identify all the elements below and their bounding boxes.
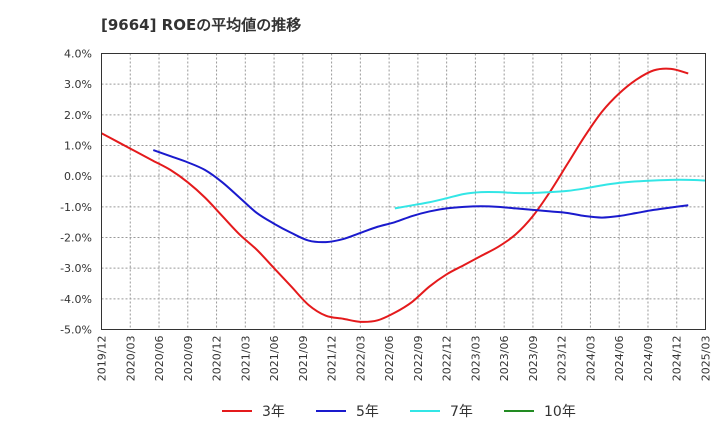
x-tick-label: 2024/09 (642, 336, 655, 382)
legend-label: 3年 (262, 404, 285, 420)
x-tick-label: 2020/12 (211, 336, 224, 382)
chart-legend: 3年 5年 7年 10年 (222, 404, 576, 420)
y-tick-label: 1.0% (64, 140, 92, 153)
chart-series (101, 67, 706, 323)
x-tick-label: 2020/06 (153, 336, 166, 382)
x-tick-label: 2024/03 (584, 336, 597, 382)
y-tick-label: -5.0% (60, 324, 92, 337)
x-tick-label: 2023/03 (469, 336, 482, 382)
chart-grid (101, 53, 706, 330)
y-tick-label: 4.0% (64, 48, 92, 61)
x-tick-label: 2019/12 (96, 336, 109, 382)
x-tick-label: 2021/12 (326, 336, 339, 382)
y-tick-label: -4.0% (60, 293, 92, 306)
x-tick-label: 2021/09 (297, 336, 310, 382)
x-tick-label: 2020/09 (182, 336, 195, 382)
x-axis: 2019/12 2020/03 2020/06 2020/09 2020/12 2021/… (96, 336, 713, 382)
series-line-7年 (394, 178, 706, 210)
x-tick-label: 2022/09 (412, 336, 425, 382)
y-tick-label: -1.0% (60, 201, 92, 214)
y-tick-label: 0.0% (64, 170, 92, 183)
y-axis: 4.0% 3.0% 2.0% 1.0% 0.0% -1.0% -2.0% -3.0% -4.0%… (60, 48, 92, 337)
legend-label: 10年 (544, 404, 576, 420)
x-tick-label: 2021/03 (239, 336, 252, 382)
legend-label: 5年 (356, 404, 379, 420)
x-tick-label: 2020/03 (124, 336, 137, 382)
y-tick-label: 2.0% (64, 109, 92, 122)
y-tick-label: -2.0% (60, 232, 92, 245)
x-tick-label: 2022/12 (441, 336, 454, 382)
x-tick-label: 2024/12 (671, 336, 684, 382)
x-tick-label: 2023/06 (498, 336, 511, 382)
chart-title: [9664] ROEの平均値の推移 (101, 16, 301, 34)
x-tick-label: 2025/03 (700, 336, 713, 382)
x-tick-label: 2024/06 (613, 336, 626, 382)
plot-frame (101, 53, 706, 330)
series-line-5年 (152, 149, 689, 244)
y-tick-label: -3.0% (60, 262, 92, 275)
series-line-3年 (101, 67, 689, 323)
legend-label: 7年 (450, 404, 473, 420)
x-tick-label: 2022/06 (383, 336, 396, 382)
x-tick-label: 2021/06 (268, 336, 281, 382)
x-tick-label: 2023/09 (527, 336, 540, 382)
x-tick-label: 2022/03 (354, 336, 367, 382)
x-tick-label: 2023/12 (556, 336, 569, 382)
y-tick-label: 3.0% (64, 78, 92, 91)
